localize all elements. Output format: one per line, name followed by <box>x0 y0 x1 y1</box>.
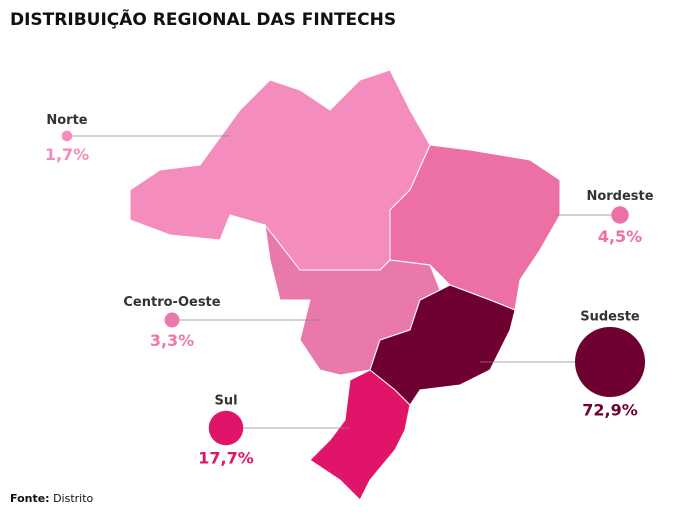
bubble <box>611 206 629 224</box>
chart-title: DISTRIBUIÇÃO REGIONAL DAS FINTECHS <box>10 7 396 30</box>
value-label: 17,7% <box>198 449 254 468</box>
value-label: 72,9% <box>582 401 638 420</box>
region-shape <box>129 69 431 271</box>
bubble <box>164 312 180 328</box>
region-shape <box>369 284 516 406</box>
bubble <box>575 327 645 397</box>
region-name: Nordeste <box>586 189 653 204</box>
value-label: 1,7% <box>45 145 89 164</box>
region-shape <box>309 369 411 501</box>
region-name: Sul <box>214 393 237 408</box>
source-text: Distrito <box>53 492 93 505</box>
region-name: Sudeste <box>580 310 640 325</box>
map <box>129 69 561 501</box>
value-label: 4,5% <box>598 227 642 246</box>
region-name: Centro-Oeste <box>123 295 220 310</box>
source-label: Fonte: <box>10 492 50 505</box>
bubble <box>208 410 244 446</box>
source: Fonte: Distrito <box>10 492 94 505</box>
bubble <box>61 130 73 142</box>
value-label: 3,3% <box>150 331 194 350</box>
region-name: Norte <box>46 113 87 128</box>
